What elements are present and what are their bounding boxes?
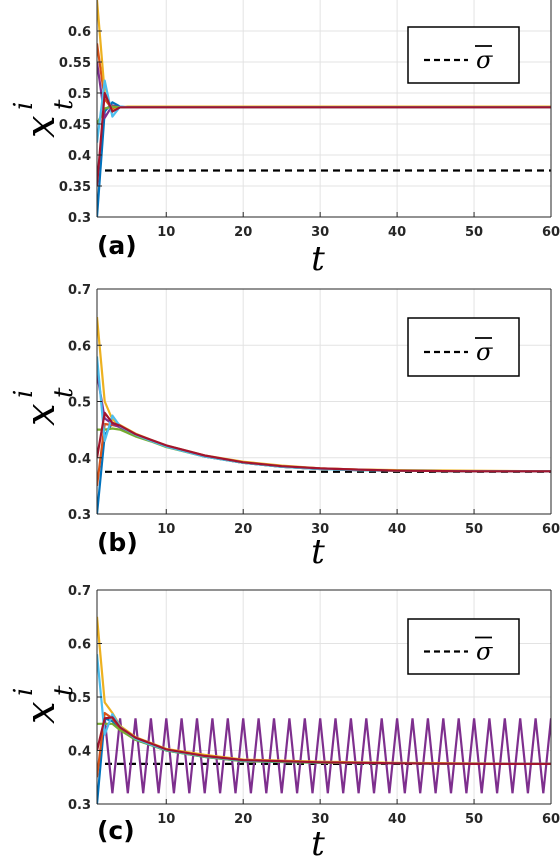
y-tick-label: 0.45 (59, 118, 91, 133)
y-tick-label: 0.4 (68, 452, 91, 467)
y-tick-label: 0.5 (68, 396, 91, 411)
x-axis-label: t (311, 532, 325, 572)
y-axis-label-base: x (18, 115, 64, 138)
x-tick-label: 20 (234, 225, 252, 240)
x-axis-label: t (311, 824, 325, 858)
y-tick-label: 0.4 (68, 149, 91, 164)
x-tick-label: 50 (465, 812, 483, 827)
x-tick-label: 30 (311, 522, 329, 537)
y-axis-label-sub: t (49, 99, 79, 110)
x-tick-label: 60 (542, 225, 560, 240)
x-axis-label: t (311, 239, 325, 279)
y-axis-label: xt i (9, 387, 79, 426)
y-tick-label: 0.7 (68, 584, 91, 599)
chart-panel-a: 10 20 30 40 50 60 0.3 0.35 0.4 0.45 0.5 0.55 0.6 (a) t… (9, 0, 560, 279)
y-tick-label: 0.55 (59, 56, 91, 71)
y-tick-label: 0.35 (59, 180, 91, 195)
x-tick-label: 40 (388, 225, 406, 240)
y-tick-label: 0.5 (68, 691, 91, 706)
x-tick-label: 10 (157, 225, 175, 240)
y-axis-label-sub: t (49, 387, 79, 398)
y-tick-label: 0.5 (68, 87, 91, 102)
y-tick-label: 0.6 (68, 25, 91, 40)
series-line-5 (97, 716, 551, 766)
legend-box (407, 317, 520, 377)
series-line-oscillating (103, 718, 551, 794)
plot-series-group (97, 616, 551, 804)
x-tick-label: 20 (234, 812, 252, 827)
plot-series-group (97, 0, 551, 217)
y-tick-label: 0.6 (68, 339, 91, 354)
x-tick-label: 40 (388, 522, 406, 537)
y-axis-label-sup: i (9, 102, 39, 110)
plot-series-group (97, 317, 551, 514)
legend-label: σ (476, 46, 493, 74)
x-tick-label: 30 (311, 225, 329, 240)
y-axis-label-sub: t (49, 685, 79, 696)
y-tick-label: 0.3 (68, 798, 91, 813)
legend-label: σ (476, 338, 493, 366)
y-axis-label-sup: i (9, 688, 39, 696)
x-tick-label: 30 (311, 812, 329, 827)
series-line-6 (97, 411, 551, 473)
panel-label: (a) (97, 231, 137, 260)
y-axis-label-base: x (18, 403, 64, 426)
x-tick-label: 10 (157, 522, 175, 537)
series-line-6 (97, 91, 551, 187)
x-tick-label: 60 (542, 522, 560, 537)
x-tick-label: 50 (465, 225, 483, 240)
y-axis-label: xt i (9, 99, 79, 138)
y-tick-label: 0.6 (68, 638, 91, 653)
y-tick-label: 0.7 (68, 283, 91, 298)
y-axis-label: xt i (9, 685, 79, 724)
y-axis-label-base: x (18, 701, 64, 724)
legend-box (407, 26, 520, 84)
legend: σ (407, 618, 520, 675)
x-tick-label: 40 (388, 812, 406, 827)
x-tick-label: 10 (157, 812, 175, 827)
panel-label: (c) (97, 816, 135, 845)
y-tick-label: 0.3 (68, 211, 91, 226)
y-tick-label: 0.3 (68, 508, 91, 523)
legend: σ (407, 317, 520, 377)
panel-label: (b) (97, 528, 138, 557)
x-tick-label: 20 (234, 522, 252, 537)
x-tick-label: 60 (542, 812, 560, 827)
legend-box (407, 618, 520, 675)
legend: σ (407, 26, 520, 84)
y-tick-label: 0.4 (68, 745, 91, 760)
x-tick-label: 50 (465, 522, 483, 537)
y-axis-label-sup: i (9, 390, 39, 398)
legend-label: σ (476, 638, 493, 666)
